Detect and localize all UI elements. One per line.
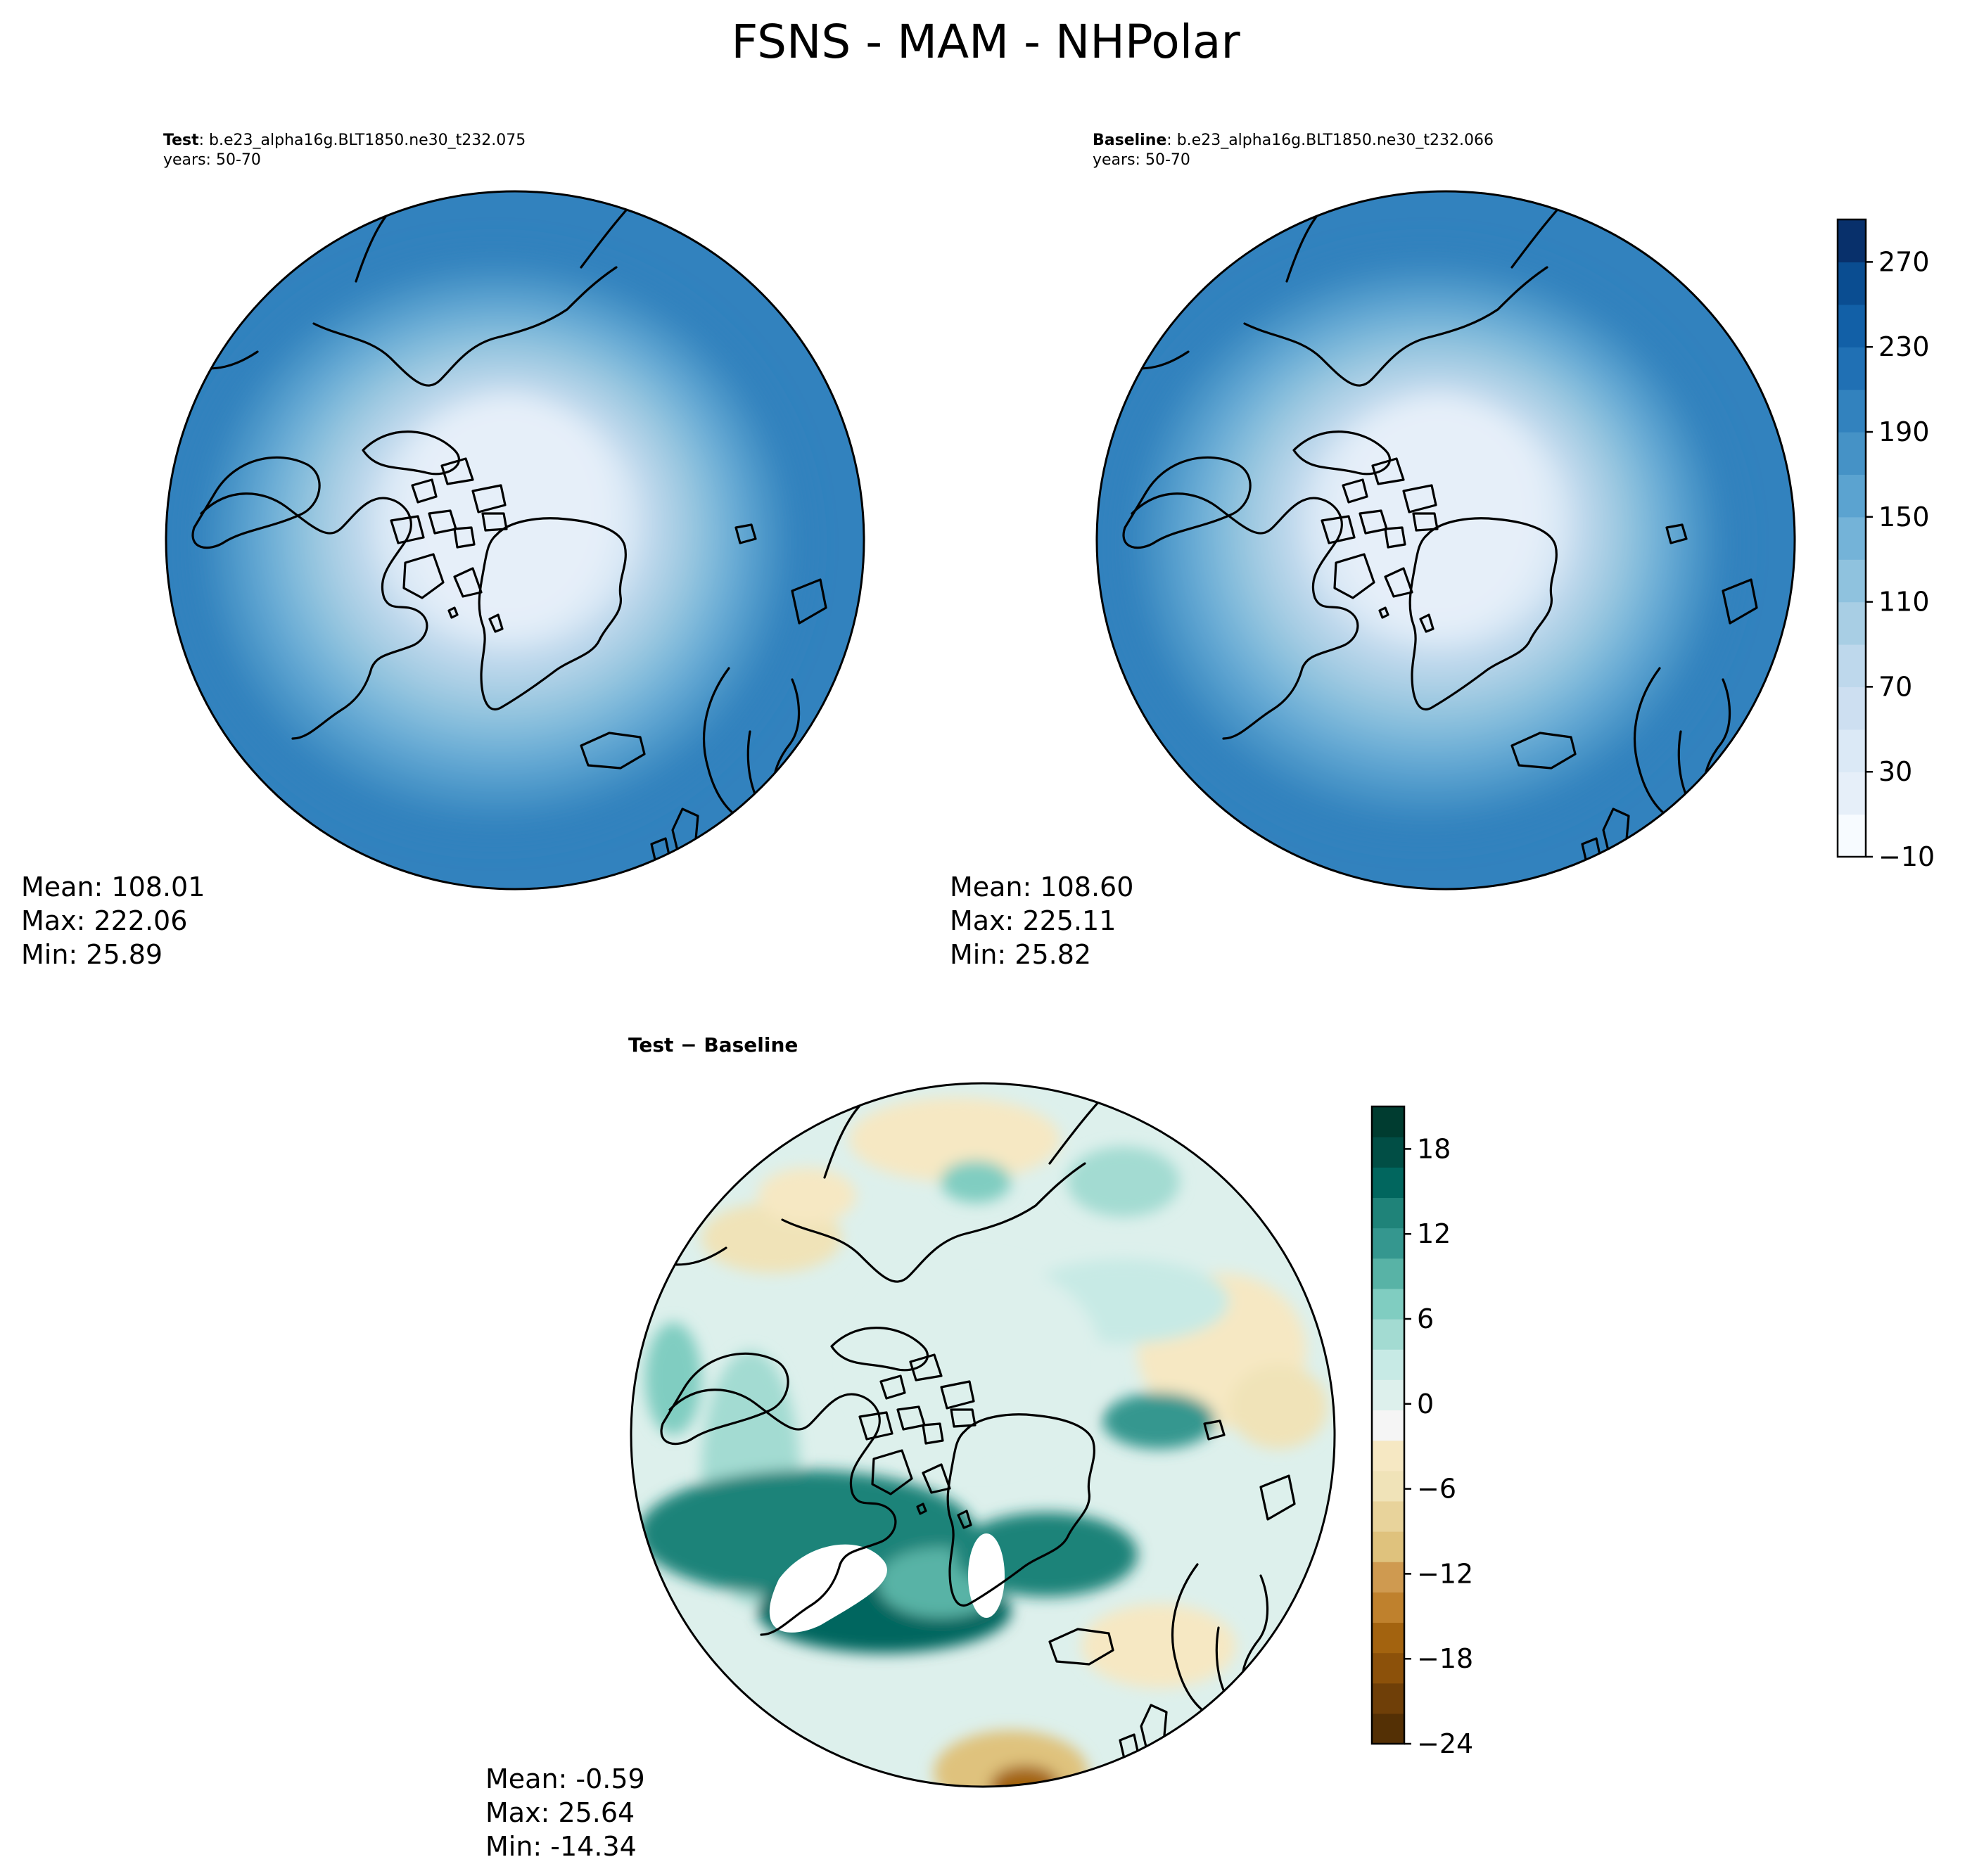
colorbar-swatch [1838,729,1866,772]
colorbar-swatch [1838,772,1866,815]
colorbar-tick-label: 12 [1417,1218,1451,1249]
colorbar-swatch [1372,1319,1404,1350]
colorbar-tick-label: −10 [1878,841,1935,872]
colorbar-swatch [1838,814,1866,857]
field-blob [1102,1393,1215,1449]
colorbar-swatch [1838,389,1866,433]
colorbar-swatch [1372,1440,1404,1472]
colorbar-frame [1370,1105,1406,1745]
colorbar-swatch [1838,432,1866,475]
colorbar-swatch [1372,1410,1404,1441]
colorbar-swatch [1372,1562,1404,1593]
colorbar-swatch [1838,262,1866,305]
colorbar-tick-label: 30 [1878,756,1912,787]
colorbar-tick-label: 230 [1878,331,1930,362]
field-blob [941,1161,1011,1203]
field-blob [990,1766,1060,1787]
field-blob [758,1168,856,1224]
colorbar-tick-label: −24 [1417,1728,1473,1759]
colorbar-swatch [1838,304,1866,347]
colorbar-swatch [1372,1622,1404,1654]
panel-test-max: Max: 222.06 [21,905,187,936]
panel-diff: Test − Baseline Mean: -0.59 Max: 25.64 M… [485,1033,1336,1862]
svg-text:Test: b.e23_alpha16g.BLT1850.n: Test: b.e23_alpha16g.BLT1850.ne30_t232.0… [163,132,526,149]
colorbar-tick-label: −12 [1417,1558,1473,1589]
field-blob [849,1259,1102,1470]
panel-diff-map-border [630,1082,1336,1788]
panel-test-mean: Mean: 108.01 [21,872,205,902]
colorbar-swatch [1838,644,1866,687]
colorbar-blues: −10 30 70 110 150 190 230 270 [1836,218,1935,872]
panel-diff-min: Min: -14.34 [485,1831,637,1862]
colorbar-swatch [1372,1500,1404,1532]
colorbar-swatch [1372,1106,1404,1137]
panel-baseline-map [1097,191,1795,889]
panel-test: Test: b.e23_alpha16g.BLT1850.ne30_t232.0… [21,132,865,970]
colorbar-tick-label: 110 [1878,587,1930,618]
panel-diff-max: Max: 25.64 [485,1797,635,1828]
panel-baseline-field [1097,191,1795,889]
field-blob [1067,1147,1180,1217]
panel-diff-map [631,1083,1335,1787]
svg-text:Baseline: b.e23_alpha16g.BLT18: Baseline: b.e23_alpha16g.BLT1850.ne30_t2… [1093,132,1494,149]
panel-diff-label: Test − Baseline [628,1033,798,1057]
panel-baseline: Baseline: b.e23_alpha16g.BLT1850.ne30_t2… [950,132,1796,970]
panel-baseline-min: Min: 25.82 [950,939,1091,970]
panel-test-label-bold: Test [163,132,199,149]
panel-baseline-years: years: 50-70 [1093,151,1190,169]
colorbar-swatch [1372,1531,1404,1562]
panel-baseline-mean: Mean: 108.60 [950,872,1133,902]
colorbar-swatch [1838,687,1866,730]
field-blob [1229,1365,1328,1449]
figure-title: FSNS - MAM - NHPolar [731,15,1240,69]
colorbar-brbg: −24 −18 −12 −6 0 6 12 18 [1370,1105,1473,1759]
panel-test-min: Min: 25.89 [21,939,163,970]
panel-baseline-label-bold: Baseline [1093,132,1166,149]
colorbar-tick-label: −18 [1417,1643,1473,1674]
colorbar-frame [1836,218,1867,858]
colorbar-swatch [1372,1227,1404,1259]
colorbar-swatch [1372,1137,1404,1168]
colorbar-tick-label: 190 [1878,416,1930,447]
colorbar-tick-label: 150 [1878,502,1930,532]
colorbar-swatch [1372,1592,1404,1623]
colorbar-swatch [1372,1258,1404,1289]
panel-test-label-case: : b.e23_alpha16g.BLT1850.ne30_t232.075 [199,132,526,149]
field-blob [849,1097,1060,1182]
colorbar-tick-label: −6 [1417,1474,1456,1505]
colorbar-tick-label: 270 [1878,246,1930,277]
colorbar-swatch [1838,474,1866,518]
panel-baseline-max: Max: 225.11 [950,905,1116,936]
colorbar-tick-label: 6 [1417,1303,1434,1334]
colorbar-swatch [1372,1713,1404,1744]
field-blob [1081,1604,1236,1688]
colorbar-tick-label: 70 [1878,671,1912,702]
panel-test-years: years: 50-70 [163,151,261,169]
colorbar-swatch [1838,559,1866,603]
colorbar-swatch [1372,1197,1404,1229]
colorbar-swatch [1372,1683,1404,1714]
field-blank [968,1533,1005,1618]
panel-test-map-border [165,190,865,891]
panel-diff-field [631,1083,1335,1787]
colorbar-swatch [1372,1379,1404,1411]
colorbar-swatch [1372,1470,1404,1502]
colorbar-swatch [1372,1652,1404,1684]
colorbar-tick-label: 18 [1417,1133,1451,1164]
panel-baseline-map-border [1095,190,1796,891]
colorbar-swatch [1372,1349,1404,1380]
field-blob [645,1322,701,1435]
colorbar-swatch [1372,1167,1404,1199]
colorbar-swatch [1372,1288,1404,1320]
panel-test-map [166,191,864,889]
panel-baseline-label-case: : b.e23_alpha16g.BLT1850.ne30_t232.066 [1166,132,1494,149]
colorbar-swatch [1838,347,1866,390]
colorbar-swatch [1838,516,1866,560]
colorbar-swatch [1838,601,1866,645]
colorbar-tick-label: 0 [1417,1389,1434,1419]
panel-diff-mean: Mean: -0.59 [485,1763,645,1794]
colorbar-swatch [1838,219,1866,262]
